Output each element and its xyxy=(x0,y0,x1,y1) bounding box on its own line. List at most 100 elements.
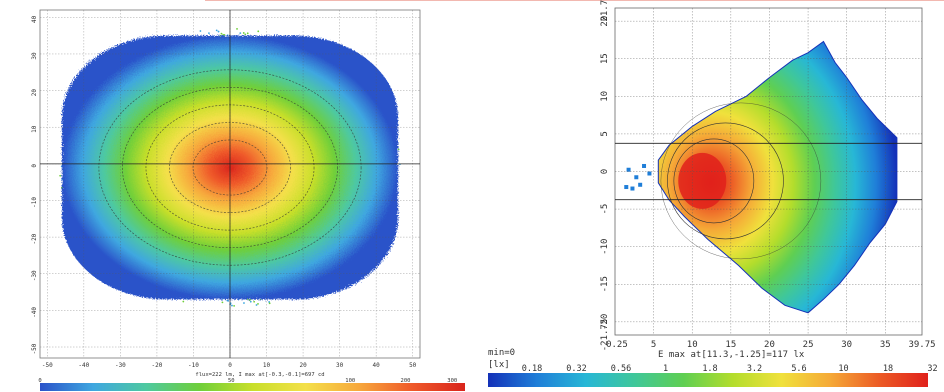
y-tick-label: 10 xyxy=(31,125,38,133)
y-tick-label: 20 xyxy=(600,16,610,27)
scatter-dot xyxy=(397,148,400,151)
y-tick-label: -30 xyxy=(31,270,38,281)
y-tick-label: -5 xyxy=(600,204,610,215)
contour-line xyxy=(667,122,784,240)
y-tick-label: -50 xyxy=(31,343,38,354)
chart-caption: flux=222 lm, I max at[-0.3,-0.1]=697 cd xyxy=(195,372,324,378)
min-label: min=0 xyxy=(488,348,515,358)
y-tick-label: -15 xyxy=(600,276,610,292)
scatter-dot xyxy=(248,299,251,302)
x-tick-label: 10 xyxy=(263,362,271,369)
y-tick-label: -20 xyxy=(600,314,610,330)
x-tick-label: -10 xyxy=(188,362,199,369)
luminous-intensity-plot: -50 -40 -30 -20 -10 0 10 20 30 40 50 40 30 20 10 0 -10 -2… xyxy=(0,0,470,392)
scatter-dot xyxy=(231,304,233,307)
y-tick-label: -20 xyxy=(31,233,38,244)
y-tick-label: 15 xyxy=(600,53,610,64)
colorbar-tick-label: 10 xyxy=(838,364,848,374)
scatter-dot xyxy=(220,32,223,35)
scatter-dot xyxy=(249,300,252,303)
scatter-dot xyxy=(182,300,185,303)
y-tick-label: 30 xyxy=(31,52,38,60)
x-tick-label: 0.25 xyxy=(606,340,628,350)
x-tick-label: 39.75 xyxy=(908,340,935,350)
colorbar xyxy=(488,373,928,387)
colorbar-tick-label: 200 xyxy=(401,378,411,384)
x-tick-label: 0 xyxy=(228,362,232,369)
y-tick-label: 10 xyxy=(600,91,610,102)
colorbar xyxy=(40,383,465,391)
x-tick-label: -40 xyxy=(78,362,89,369)
illuminance-heatmap xyxy=(657,40,898,314)
colorbar-tick-label: 0.18 xyxy=(522,364,542,374)
y-tick-label: 0 xyxy=(31,164,38,168)
top-accent-line xyxy=(205,0,944,1)
colorbar-tick-label: 0 xyxy=(38,378,41,384)
scatter-cell xyxy=(630,186,635,191)
x-tick-label: 35 xyxy=(880,340,891,350)
x-tick-label: 40 xyxy=(373,362,381,369)
unit-label: [lx] xyxy=(488,360,510,370)
y-tick-label: -10 xyxy=(31,197,38,208)
x-tick-label: 25 xyxy=(803,340,814,350)
scatter-cells xyxy=(624,163,652,191)
colorbar-tick-label: 1.8 xyxy=(702,364,717,374)
colorbar-tick-label: 0.56 xyxy=(611,364,631,374)
colorbar-tick-label: 5.6 xyxy=(791,364,806,374)
scatter-dot xyxy=(236,28,238,30)
contour-line xyxy=(673,138,755,224)
colorbar-tick-label: 0.32 xyxy=(566,364,586,374)
colorbar-tick-label: 50 xyxy=(228,378,235,384)
scatter-dot xyxy=(253,300,256,303)
scatter-dot xyxy=(243,302,245,304)
x-tick-label: -50 xyxy=(42,362,53,369)
colorbar-tick-label: 100 xyxy=(345,378,355,384)
colorbar-tick-label: 300 xyxy=(447,378,457,384)
x-tick-label: 30 xyxy=(841,340,852,350)
x-tick-label: 5 xyxy=(651,340,656,350)
contour-line xyxy=(98,69,362,266)
scatter-cell xyxy=(647,171,652,176)
intensity-distribution-svg: -50 -40 -30 -20 -10 0 10 20 30 40 50403020100-10-2… xyxy=(31,9,465,391)
x-tick-label: 20 xyxy=(764,340,775,350)
scatter-dot xyxy=(215,29,218,32)
scatter-dot xyxy=(227,300,230,302)
scatter-cell xyxy=(638,182,643,187)
scatter-dot xyxy=(199,30,202,32)
scatter-dot xyxy=(208,32,210,35)
x-tick-label: 10 xyxy=(687,340,698,350)
illuminance-plot: 0.25 5 10 15 20 25 30 35 39.75 21.75 20 15 10 5 0 -5 -10… xyxy=(470,0,944,392)
scatter-dot xyxy=(255,304,258,306)
scatter-dot xyxy=(242,32,245,34)
scatter-dot xyxy=(221,301,224,304)
x-tick-label: 30 xyxy=(336,362,344,369)
y-tick-label: 40 xyxy=(31,15,38,23)
x-tick-label: 50 xyxy=(409,362,417,369)
y-tick-label: 0 xyxy=(600,169,610,174)
grid xyxy=(615,8,922,335)
scatter-dot xyxy=(257,302,259,305)
chart-caption: E max at[11.3,-1.25]=117 lx xyxy=(658,350,805,360)
peak-hotspot xyxy=(678,152,727,209)
scatter-dot xyxy=(268,302,271,305)
scatter-dot xyxy=(59,174,62,177)
y-tick-label: -10 xyxy=(600,239,610,255)
y-tick-label: 5 xyxy=(600,131,610,136)
y-tick-label: 20 xyxy=(31,89,38,97)
x-tick-label: 15 xyxy=(725,340,736,350)
scatter-cell xyxy=(642,163,647,168)
scatter-cell xyxy=(634,175,639,180)
colorbar-tick-label: 18 xyxy=(883,364,893,374)
illuminance-distribution-svg: 0.25 5 10 15 20 25 30 35 39.7521.7520151050-5-10… xyxy=(488,0,938,387)
scatter-dot xyxy=(268,301,271,303)
x-tick-label: -30 xyxy=(115,362,126,369)
scatter-cell xyxy=(626,167,631,172)
scatter-dot xyxy=(222,33,225,36)
scatter-cell xyxy=(624,185,629,190)
scatter-dot xyxy=(239,32,242,35)
colorbar-tick-label: 32 xyxy=(927,364,937,374)
colorbar-tick-label: 3.2 xyxy=(747,364,762,374)
x-tick-label: 20 xyxy=(299,362,307,369)
x-tick-label: -20 xyxy=(152,362,163,369)
y-tick-label: 21.75 xyxy=(600,0,610,22)
